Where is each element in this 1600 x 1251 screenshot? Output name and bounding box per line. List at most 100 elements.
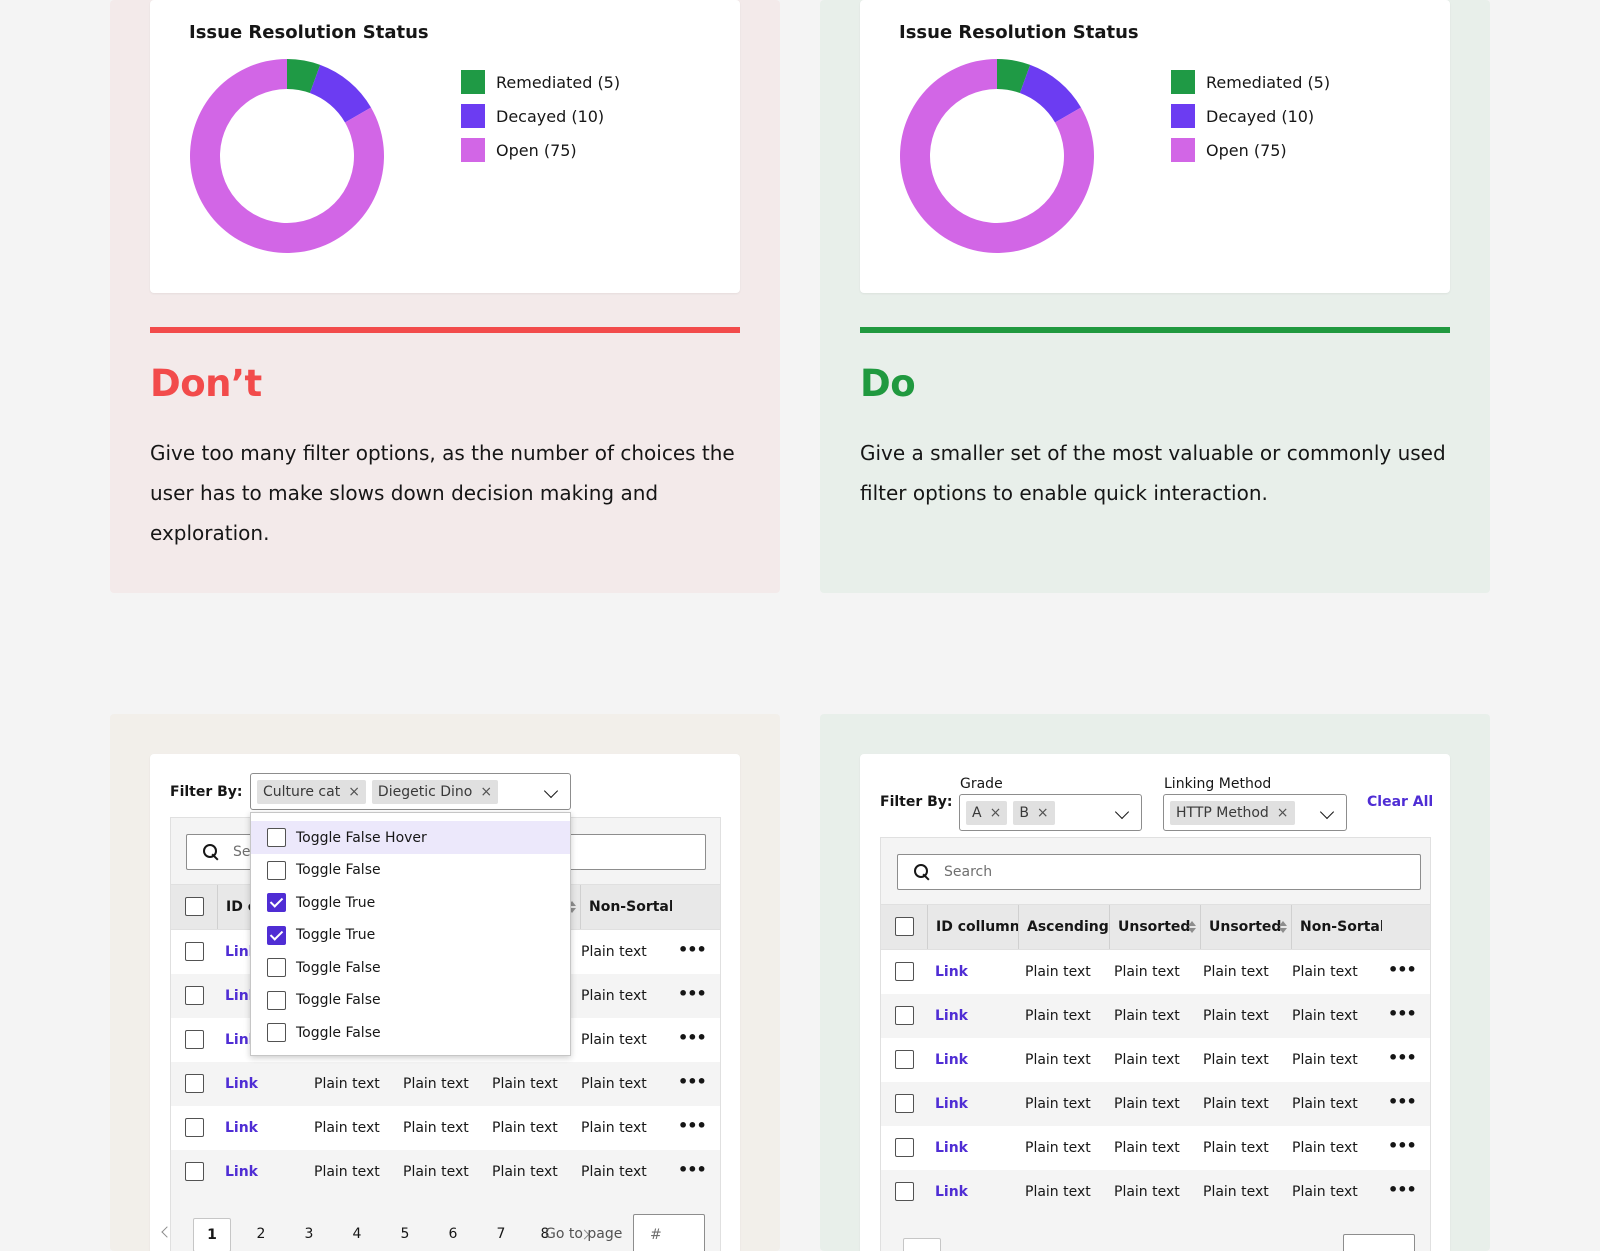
row-link[interactable]: Link bbox=[225, 1120, 258, 1136]
row-checkbox[interactable] bbox=[185, 1162, 204, 1181]
page-3-button[interactable]: 3 bbox=[304, 1226, 314, 1242]
grade-select[interactable]: A × B × bbox=[959, 794, 1142, 831]
select-all-checkbox[interactable] bbox=[185, 897, 204, 916]
page-6-button[interactable]: 6 bbox=[448, 1226, 458, 1242]
row-checkbox[interactable] bbox=[895, 1006, 914, 1025]
chevron-left-icon[interactable] bbox=[161, 1226, 173, 1238]
chevron-down-icon[interactable] bbox=[1319, 804, 1335, 819]
row-link[interactable]: Link bbox=[225, 988, 258, 1004]
chevron-down-icon[interactable] bbox=[1114, 804, 1130, 819]
column-header-id[interactable]: ID collumn bbox=[927, 905, 1018, 949]
table-row: Link Plain text Plain text Plain text Plain … bbox=[881, 1082, 1430, 1126]
multi-select[interactable]: Culture cat × Diegetic Dino × bbox=[250, 773, 571, 810]
donut-slice-decayed bbox=[309, 64, 372, 123]
row-cell: Plain text bbox=[1292, 964, 1358, 980]
search-placeholder: Se bbox=[233, 844, 251, 860]
row-cell: Plain text bbox=[403, 1120, 469, 1136]
page-1-button[interactable] bbox=[903, 1238, 941, 1251]
overflow-menu-icon[interactable]: ••• bbox=[1388, 1004, 1417, 1023]
row-link[interactable]: Link bbox=[935, 1052, 968, 1068]
column-header-unsorted[interactable]: Unsorted bbox=[1200, 905, 1291, 949]
row-checkbox[interactable] bbox=[185, 1074, 204, 1093]
table-row: Link Plain text Plain text Plain text Plain … bbox=[171, 1106, 720, 1150]
chevron-down-icon[interactable] bbox=[543, 783, 559, 798]
dropdown-option[interactable]: Toggle False Hover bbox=[251, 821, 570, 854]
overflow-menu-icon[interactable]: ••• bbox=[1388, 1092, 1417, 1111]
select-all-checkbox[interactable] bbox=[895, 917, 914, 936]
row-checkbox[interactable] bbox=[895, 1138, 914, 1157]
desc-line: filter options to enable quick interacti… bbox=[860, 481, 1268, 505]
page-5-button[interactable]: 5 bbox=[400, 1226, 410, 1242]
close-icon[interactable]: × bbox=[1276, 804, 1289, 821]
overflow-menu-icon[interactable]: ••• bbox=[1388, 1048, 1417, 1067]
dont-bar bbox=[150, 327, 740, 333]
dropdown-option[interactable]: Toggle False bbox=[251, 951, 570, 984]
row-checkbox[interactable] bbox=[895, 962, 914, 981]
page-number-input[interactable] bbox=[1343, 1234, 1415, 1251]
page-number-input[interactable]: # bbox=[633, 1214, 705, 1251]
row-checkbox[interactable] bbox=[185, 1118, 204, 1137]
option-checkbox[interactable] bbox=[267, 828, 286, 847]
overflow-menu-icon[interactable]: ••• bbox=[678, 1028, 707, 1047]
column-header-id[interactable]: ID c bbox=[217, 885, 307, 929]
option-checkbox[interactable] bbox=[267, 893, 286, 912]
chart-card: Issue Resolution Status Remediated (5) D… bbox=[860, 0, 1450, 293]
page-8-button[interactable]: 8 bbox=[540, 1226, 550, 1242]
row-link[interactable]: Link bbox=[935, 1184, 968, 1200]
row-link[interactable]: Link bbox=[225, 1076, 258, 1092]
option-checkbox[interactable] bbox=[267, 925, 286, 945]
dropdown-option[interactable]: Toggle False bbox=[251, 854, 570, 887]
overflow-menu-icon[interactable]: ••• bbox=[678, 1072, 707, 1091]
overflow-menu-icon[interactable]: ••• bbox=[678, 984, 707, 1003]
page-1-button[interactable]: 1 bbox=[193, 1218, 231, 1251]
dropdown-option[interactable]: Toggle False bbox=[251, 984, 570, 1017]
overflow-menu-icon[interactable]: ••• bbox=[678, 1160, 707, 1179]
close-icon[interactable]: × bbox=[989, 804, 1002, 821]
search-input[interactable]: Search bbox=[897, 854, 1421, 890]
row-cell: Plain text bbox=[403, 1076, 469, 1092]
table-card: Filter By: Grade A × B × Linking Method HT… bbox=[860, 754, 1450, 1251]
option-checkbox[interactable] bbox=[267, 1023, 286, 1042]
row-link[interactable]: Link bbox=[935, 964, 968, 980]
page-2-button[interactable]: 2 bbox=[256, 1226, 266, 1242]
row-checkbox[interactable] bbox=[895, 1182, 914, 1201]
close-icon[interactable]: × bbox=[348, 783, 360, 800]
overflow-menu-icon[interactable]: ••• bbox=[1388, 1180, 1417, 1199]
column-header-ascending[interactable]: Ascending S bbox=[1018, 905, 1109, 949]
dropdown-option[interactable]: Toggle True bbox=[251, 919, 570, 952]
row-link[interactable]: Link bbox=[225, 1164, 258, 1180]
row-link[interactable]: Link bbox=[935, 1008, 968, 1024]
row-checkbox[interactable] bbox=[895, 1050, 914, 1069]
row-cell: Plain text bbox=[403, 1164, 469, 1180]
option-checkbox[interactable] bbox=[267, 958, 286, 977]
overflow-menu-icon[interactable]: ••• bbox=[678, 1116, 707, 1135]
row-cell: Plain text bbox=[581, 988, 647, 1004]
row-link[interactable]: Link bbox=[225, 944, 258, 960]
filter-label: Filter By: bbox=[880, 794, 953, 810]
page-7-button[interactable]: 7 bbox=[496, 1226, 506, 1242]
row-checkbox[interactable] bbox=[895, 1094, 914, 1113]
row-cell: Plain text bbox=[1203, 1052, 1269, 1068]
column-header-unsorted[interactable]: Unsorted bbox=[1109, 905, 1200, 949]
dropdown-option[interactable]: Toggle True bbox=[251, 886, 570, 919]
row-cell: Plain text bbox=[314, 1120, 380, 1136]
option-checkbox[interactable] bbox=[267, 860, 286, 880]
row-cell: Plain text bbox=[1025, 1008, 1091, 1024]
row-link[interactable]: Link bbox=[935, 1096, 968, 1112]
row-link[interactable]: Link bbox=[935, 1140, 968, 1156]
row-checkbox[interactable] bbox=[185, 986, 204, 1005]
dropdown-option[interactable]: Toggle False bbox=[251, 1016, 570, 1049]
close-icon[interactable]: × bbox=[480, 783, 493, 800]
page-4-button[interactable]: 4 bbox=[352, 1226, 362, 1242]
close-icon[interactable]: × bbox=[1036, 804, 1049, 821]
option-checkbox[interactable] bbox=[267, 990, 286, 1010]
row-link[interactable]: Link bbox=[225, 1032, 258, 1048]
linking-method-select[interactable]: HTTP Method × bbox=[1163, 794, 1347, 831]
row-checkbox[interactable] bbox=[185, 1030, 204, 1049]
overflow-menu-icon[interactable]: ••• bbox=[1388, 960, 1417, 979]
overflow-menu-icon[interactable]: ••• bbox=[678, 940, 707, 959]
donut-chart bbox=[900, 59, 1094, 253]
clear-all-button[interactable]: Clear All bbox=[1367, 794, 1434, 810]
row-checkbox[interactable] bbox=[185, 942, 204, 961]
overflow-menu-icon[interactable]: ••• bbox=[1388, 1136, 1417, 1155]
